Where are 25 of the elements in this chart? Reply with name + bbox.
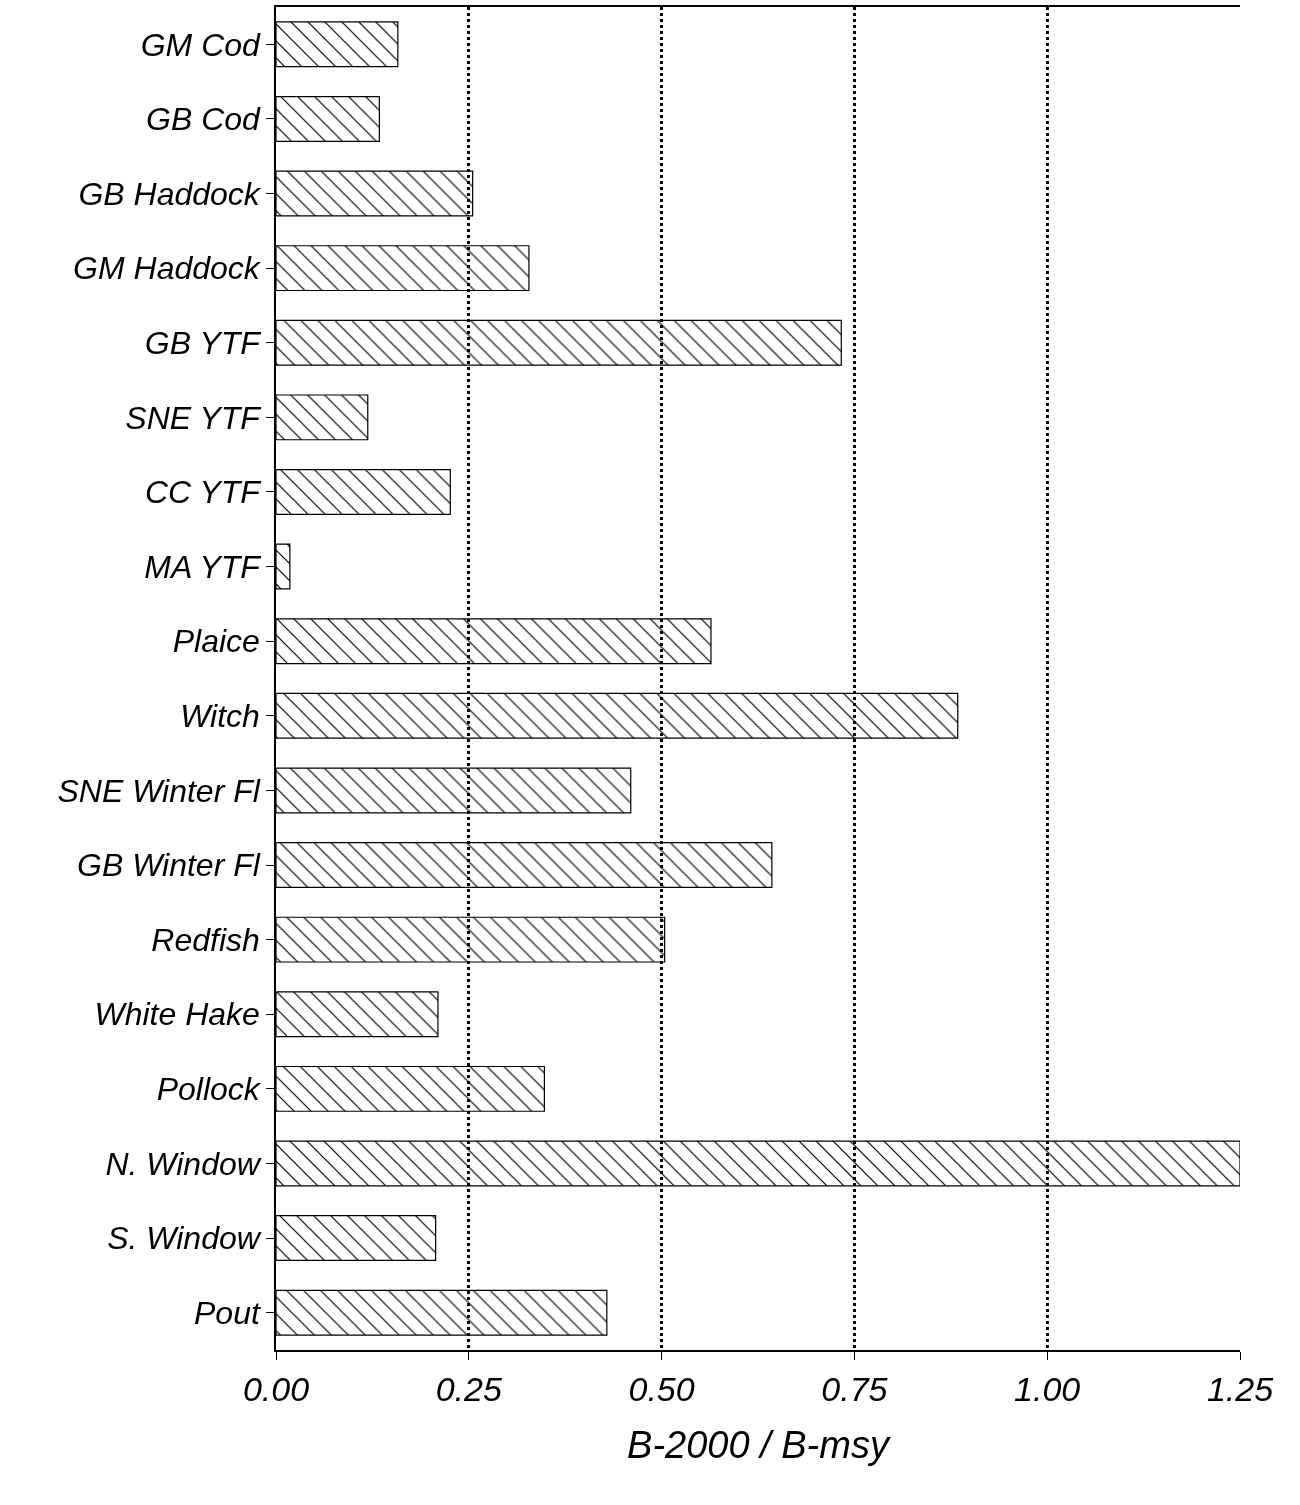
- y-tick-label: S. Window: [107, 1220, 262, 1257]
- x-tick-label: 1.25: [1206, 1369, 1274, 1408]
- y-tick-label: White Hake: [94, 996, 260, 1033]
- y-tick-label: GM Haddock: [73, 250, 262, 287]
- y-tick-label: GM Cod: [140, 26, 262, 63]
- x-tick-label: 1.00: [1014, 1369, 1081, 1408]
- y-tick-label: CC YTF: [144, 474, 263, 511]
- y-tick-label: Pout: [194, 1294, 261, 1331]
- y-tick-label: N. Window: [105, 1145, 262, 1182]
- y-tick-label: GB YTF: [144, 324, 263, 361]
- y-tick-label: Witch: [180, 698, 260, 735]
- y-tick-label: GB Haddock: [78, 175, 262, 212]
- x-tick-label: 0.75: [821, 1369, 888, 1408]
- x-axis-title: B-2000 / B-msy: [627, 1424, 891, 1467]
- y-tick-label: GB Winter Fl: [77, 847, 261, 884]
- y-tick-label: SNE Winter Fl: [57, 772, 261, 809]
- y-tick-label: Pollock: [156, 1071, 262, 1108]
- y-tick-label: GB Cod: [146, 101, 262, 138]
- y-tick-label: MA YTF: [144, 548, 263, 585]
- y-tick-label: SNE YTF: [125, 399, 263, 436]
- y-tick-label: Plaice: [172, 623, 260, 660]
- x-tick-label: 0.00: [242, 1369, 310, 1408]
- x-tick-label: 0.50: [628, 1369, 695, 1408]
- y-tick-label: Redfish: [151, 921, 260, 958]
- x-tick-label: 0.25: [435, 1369, 502, 1408]
